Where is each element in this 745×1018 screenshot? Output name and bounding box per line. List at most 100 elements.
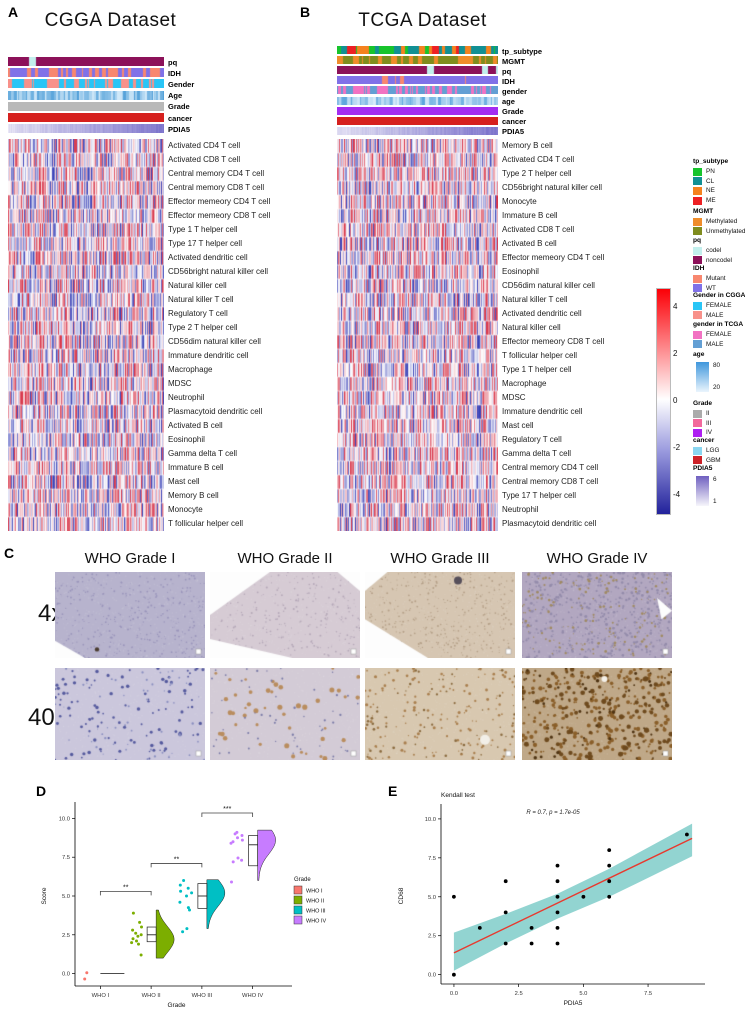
legend-section-title: MGMT	[693, 208, 714, 215]
legend-gradient-strip	[696, 476, 709, 506]
legend-gradient-top-label: 6	[713, 476, 717, 483]
d-jitter-point	[186, 886, 190, 890]
heatmap-row-label: Memory B cell	[168, 491, 219, 500]
d-half-violin-WHO-IV	[257, 829, 276, 881]
legend-item: MALE	[693, 340, 743, 350]
heatmap-row-label: MDSC	[168, 379, 192, 388]
legend-item-label: CL	[706, 177, 715, 185]
e-data-point	[452, 894, 456, 899]
heatmap-row-label: Plasmacytoid dendritic cell	[502, 519, 597, 528]
legend-item-label: MALE	[706, 340, 724, 348]
d-jitter-point	[231, 860, 235, 864]
e-data-point	[503, 910, 508, 915]
legend-item: FEMALE	[693, 301, 745, 311]
heatmap-row-label: Activated dendritic cell	[502, 309, 582, 318]
heatmap-row-label: Activated CD8 T cell	[502, 225, 575, 234]
e-annotation: R = 0.7, p = 1.7e-05	[526, 810, 580, 816]
d-significance-label: **	[174, 856, 180, 863]
legend-swatch	[693, 340, 702, 349]
e-y-tick-label: 10.0	[425, 817, 436, 823]
d-jitter-point	[179, 889, 183, 893]
e-data-point	[607, 894, 612, 899]
d-jitter-point	[136, 934, 140, 938]
legend-item-label: GBM	[706, 456, 721, 464]
d-x-tick-label: WHO IV	[242, 993, 263, 999]
e-data-point	[685, 832, 689, 837]
d-jitter-point	[139, 933, 143, 937]
legend-item-label: WT	[706, 284, 716, 292]
e-y-tick-label: 7.5	[428, 856, 436, 862]
e-data-point	[555, 879, 560, 884]
who-grade-column-title: WHO Grade IV	[546, 550, 648, 567]
d-jitter-point	[137, 942, 140, 946]
annotation-track-label: age	[502, 97, 515, 106]
legend-item: IV	[693, 428, 712, 438]
d-significance-bracket	[201, 812, 254, 817]
d-y-tick-label: 0.0	[62, 972, 70, 978]
d-jitter-point	[139, 953, 143, 957]
d-jitter-point	[230, 880, 233, 884]
legend-section-cancer: cancer LGG GBM	[693, 437, 721, 465]
d-x-tick-label: WHO III	[192, 993, 213, 999]
heatmap-row-label: CD56dim natural killer cell	[502, 281, 595, 290]
colorbar-tick-label: 4	[673, 301, 678, 311]
d-y-axis-title: Score	[41, 887, 48, 904]
heatmap-row-label: Plasmacytoid dendritic cell	[168, 407, 263, 416]
d-jitter-point	[135, 939, 138, 943]
d-jitter-point	[185, 894, 188, 898]
d-jitter-point	[138, 920, 142, 924]
d-jitter-point	[178, 883, 182, 887]
heatmap-row-label: Natural killer cell	[168, 281, 227, 290]
heatmap-row-label: Effector memeory CD4 T cell	[502, 253, 605, 262]
heatmap-row-label: Memory B cell	[502, 141, 553, 150]
heatmap-row-label: Immature dendritic cell	[502, 407, 583, 416]
annotation-track-label: IDH	[168, 68, 181, 78]
legend-section-Grade: Grade II III IV	[693, 400, 712, 438]
d-jitter-point	[131, 911, 135, 915]
d-significance-label: **	[123, 884, 129, 891]
heatmap-row-label: Regulatory T cell	[502, 435, 562, 444]
legend-section-tp_subtype: tp_subtype PN CL NE ME	[693, 158, 728, 205]
heatmap-row-label: Effector memeory CD4 T cell	[168, 197, 271, 206]
legend-item-label: MALE	[706, 311, 724, 319]
heatmap-row-label: Effector memeory CD8 T cell	[168, 211, 271, 220]
legend-item: Unmethylated	[693, 227, 745, 237]
panel-a-heatmap	[8, 139, 164, 531]
annotation-track-PDIA5	[337, 126, 498, 135]
annotation-track-age	[337, 96, 498, 105]
heatmap-row-label: T follicular helper cell	[502, 351, 577, 360]
d-jitter-point	[83, 977, 87, 981]
legend-section-title: tp_subtype	[693, 158, 729, 165]
heatmap-row-label: Activated CD4 T cell	[168, 141, 241, 150]
heatmap-row-label: Neutrophil	[502, 505, 539, 514]
legend-item-label: III	[706, 419, 712, 427]
heatmap-row-label: Type 17 T helper cell	[502, 491, 576, 500]
annotation-track-Age	[8, 90, 164, 100]
legend-item: PN	[693, 167, 728, 177]
heatmap-row-label: Mast cell	[168, 477, 200, 486]
heatmap-row-label: CD56bright natural killer cell	[502, 183, 603, 192]
legend-item: ME	[693, 196, 728, 206]
legend-section-gender-in-TCGA: gender in TCGA FEMALE MALE	[693, 321, 743, 349]
legend-swatch	[693, 227, 702, 236]
e-data-point	[477, 926, 482, 930]
colorbar-tick-labels: 4 2 0 -2 -4	[673, 288, 691, 513]
e-x-tick-label: 7.5	[644, 991, 652, 997]
d-jitter-point	[240, 838, 244, 842]
heatmap-row-label: Central memory CD8 T cell	[502, 477, 599, 486]
heatmap-row-label: Macrophage	[502, 379, 547, 388]
d-jitter-point	[130, 941, 134, 945]
legend-swatch	[693, 177, 702, 186]
panel-a-label: A	[8, 4, 19, 20]
heatmap-row-label: Eosinophil	[168, 435, 205, 444]
histology-image-WHO-Grade-IV-4x	[522, 572, 672, 658]
annotation-track-Grade	[8, 101, 164, 111]
legend-item: II	[693, 409, 712, 419]
legend-section-title: Gender in CGGA	[693, 292, 745, 299]
heatmap-row-label: Central memory CD4 T cell	[168, 169, 265, 178]
legend-section-title: Grade	[693, 400, 713, 407]
legend-swatch	[693, 256, 702, 265]
heatmap-row-label: CD56dim natural killer cell	[168, 337, 261, 346]
colorbar-tick-label: -4	[673, 489, 681, 499]
e-x-tick-label: 5.0	[579, 991, 587, 997]
